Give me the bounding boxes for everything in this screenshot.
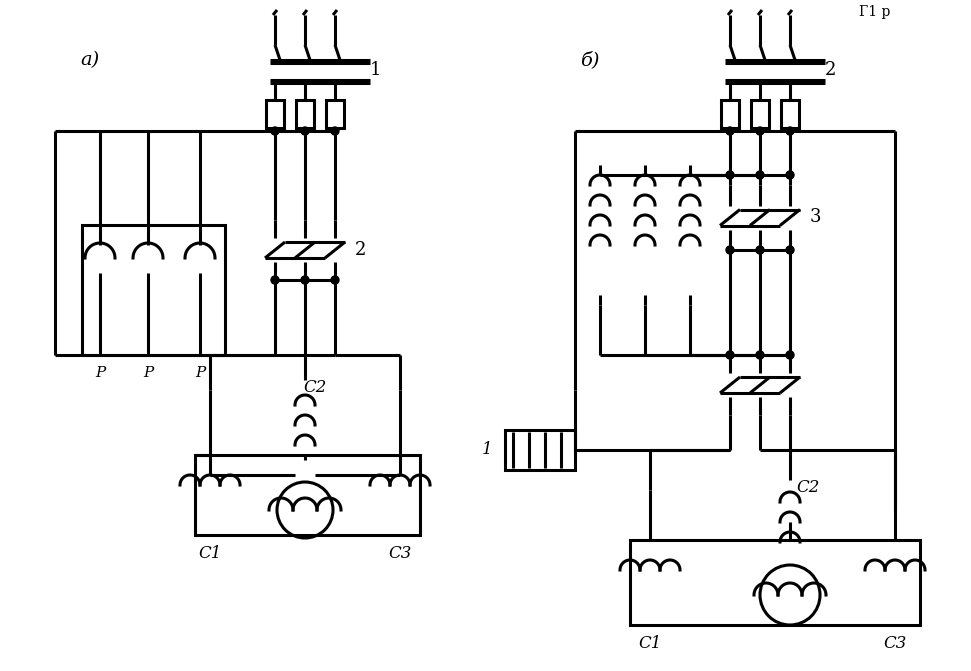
Text: Г1 р: Г1 р bbox=[859, 5, 890, 19]
Text: C1: C1 bbox=[638, 635, 661, 652]
Text: P: P bbox=[143, 366, 153, 380]
Bar bbox=[195, 455, 420, 535]
Text: P: P bbox=[95, 366, 105, 380]
Bar bbox=[266, 100, 284, 128]
Bar bbox=[630, 540, 920, 625]
Bar bbox=[721, 100, 739, 128]
Text: C3: C3 bbox=[884, 635, 907, 652]
Text: P: P bbox=[195, 366, 205, 380]
Circle shape bbox=[786, 127, 794, 135]
Text: C2: C2 bbox=[303, 380, 326, 397]
Circle shape bbox=[301, 127, 309, 135]
Circle shape bbox=[756, 351, 764, 359]
Circle shape bbox=[726, 351, 734, 359]
Circle shape bbox=[756, 171, 764, 179]
Bar bbox=[781, 100, 799, 128]
Bar bbox=[82, 225, 225, 355]
Circle shape bbox=[756, 246, 764, 254]
Circle shape bbox=[786, 246, 794, 254]
Text: a): a) bbox=[81, 51, 100, 69]
Bar bbox=[505, 430, 575, 470]
Circle shape bbox=[756, 127, 764, 135]
Text: 2: 2 bbox=[824, 61, 836, 79]
Circle shape bbox=[331, 276, 339, 284]
Bar bbox=[326, 100, 344, 128]
Bar bbox=[751, 100, 769, 128]
Text: 1: 1 bbox=[482, 442, 492, 458]
Text: 3: 3 bbox=[809, 209, 820, 227]
Text: C3: C3 bbox=[388, 544, 412, 562]
Text: 2: 2 bbox=[354, 241, 366, 259]
Circle shape bbox=[301, 276, 309, 284]
Circle shape bbox=[271, 127, 279, 135]
Circle shape bbox=[726, 171, 734, 179]
Text: б): б) bbox=[581, 51, 600, 69]
Circle shape bbox=[331, 127, 339, 135]
Text: C1: C1 bbox=[198, 544, 221, 562]
Circle shape bbox=[726, 127, 734, 135]
Circle shape bbox=[271, 276, 279, 284]
Circle shape bbox=[786, 351, 794, 359]
Circle shape bbox=[726, 246, 734, 254]
Bar bbox=[296, 100, 314, 128]
Text: C2: C2 bbox=[796, 480, 820, 497]
Text: 1: 1 bbox=[369, 61, 381, 79]
Circle shape bbox=[786, 171, 794, 179]
